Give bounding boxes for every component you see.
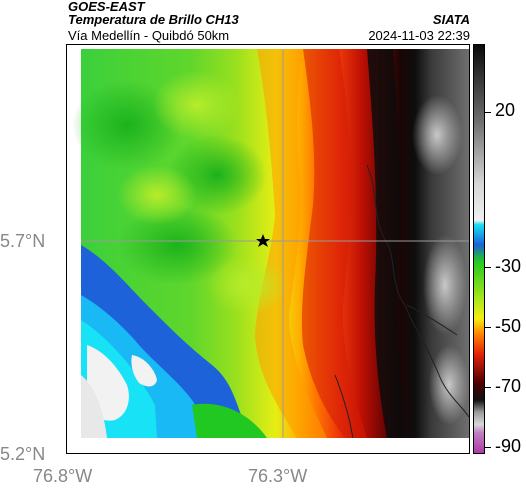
org-label: SIATA (432, 12, 470, 27)
brightness-temperature-field (67, 45, 469, 453)
colorbar-tick (485, 112, 491, 113)
colorbar-tick (485, 447, 491, 448)
lon-label-76-3: 76.3°W (248, 466, 308, 486)
timestamp-label: 2024-11-03 22:39 (368, 28, 470, 43)
product-name: Temperatura de Brillo CH13 (68, 12, 239, 27)
colorbar (473, 44, 485, 454)
star-icon (256, 234, 270, 247)
colorbar-label: -30 (495, 256, 522, 276)
route-label: Vía Medellín - Quibdó 50km (68, 28, 230, 43)
lon-label-76-8: 76.8°W (33, 466, 93, 486)
colorbar-tick (485, 327, 491, 328)
lat-label-5-7: 5.7°N (0, 231, 46, 251)
satellite-map[interactable] (66, 44, 470, 454)
satellite-name: GOES-EAST (68, 0, 145, 14)
colorbar-label: 20 (495, 100, 516, 120)
colorbar-gradient (474, 45, 484, 453)
colorbar-tick (485, 387, 491, 388)
colorbar-label: -70 (495, 376, 522, 396)
colorbar-tick (485, 267, 491, 268)
lat-label-5-2: 5.2°N (0, 444, 46, 464)
colorbar-label: -90 (495, 436, 522, 456)
colorbar-label: -50 (495, 316, 522, 336)
